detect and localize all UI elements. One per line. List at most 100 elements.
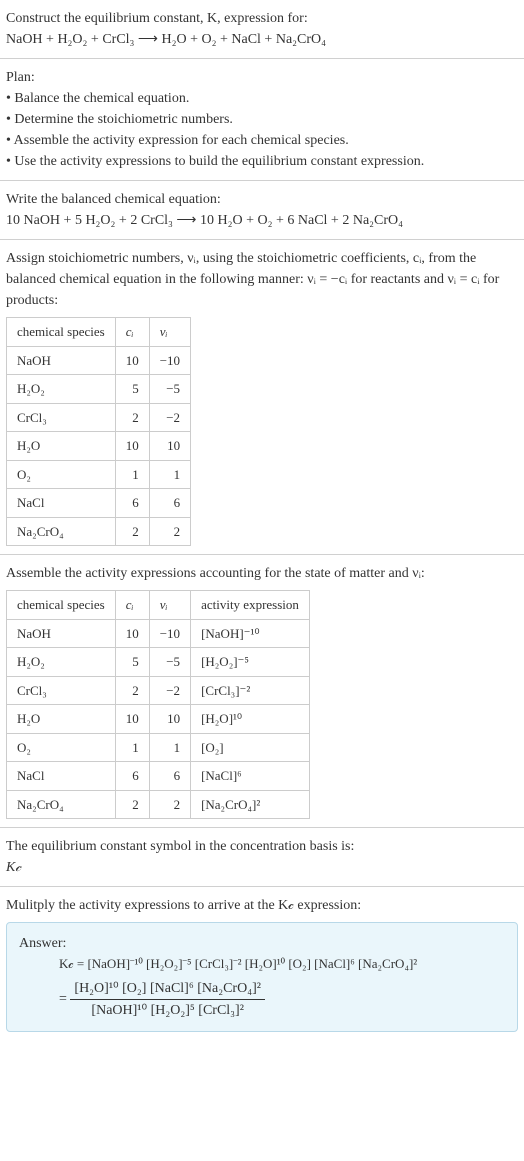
cell-ci: 5 xyxy=(115,375,149,404)
cell-species: Na₂CrO₄ xyxy=(7,790,116,819)
answer-label: Answer: xyxy=(19,933,505,954)
table-row: H₂O1010[H₂O]¹⁰ xyxy=(7,705,310,734)
cell-ci: 10 xyxy=(115,346,149,375)
answer-flat-expr: K𝒸 = [NaOH]⁻¹⁰ [H₂O₂]⁻⁵ [CrCl₃]⁻² [H₂O]¹… xyxy=(59,954,505,974)
cell-vi: 1 xyxy=(149,460,190,489)
stoich-para: Assign stoichiometric numbers, νᵢ, using… xyxy=(6,248,518,311)
table-row: NaCl66[NaCl]⁶ xyxy=(7,762,310,791)
cell-ci: 2 xyxy=(115,517,149,546)
th-vi: νᵢ xyxy=(149,591,190,620)
cell-activity: [Na₂CrO₄]² xyxy=(191,790,310,819)
cell-vi: −2 xyxy=(149,676,190,705)
cell-species: O₂ xyxy=(7,733,116,762)
table-row: O₂11 xyxy=(7,460,191,489)
th-activity: activity expression xyxy=(191,591,310,620)
cell-activity: [NaOH]⁻¹⁰ xyxy=(191,619,310,648)
table-row: H₂O₂5−5 xyxy=(7,375,191,404)
cell-activity: [CrCl₃]⁻² xyxy=(191,676,310,705)
cell-species: H₂O₂ xyxy=(7,648,116,677)
plan-item-2: • Assemble the activity expression for e… xyxy=(6,130,518,151)
eq-sign: = xyxy=(59,991,70,1006)
th-vi: νᵢ xyxy=(149,318,190,347)
assemble-text: Assemble the activity expressions accoun… xyxy=(6,563,518,584)
table-row: H₂O1010 xyxy=(7,432,191,461)
cell-vi: −5 xyxy=(149,375,190,404)
intro-section: Construct the equilibrium constant, K, e… xyxy=(0,0,524,59)
cell-ci: 6 xyxy=(115,762,149,791)
answer-frac-line: = [H₂O]¹⁰ [O₂] [NaCl]⁶ [Na₂CrO₄]² [NaOH]… xyxy=(59,978,505,1021)
cell-activity: [NaCl]⁶ xyxy=(191,762,310,791)
cell-ci: 6 xyxy=(115,489,149,518)
cell-vi: 6 xyxy=(149,762,190,791)
table-row: CrCl₃2−2 xyxy=(7,403,191,432)
table-row: Na₂CrO₄22[Na₂CrO₄]² xyxy=(7,790,310,819)
table-header-row: chemical species cᵢ νᵢ activity expressi… xyxy=(7,591,310,620)
cell-ci: 1 xyxy=(115,733,149,762)
stoich-section: Assign stoichiometric numbers, νᵢ, using… xyxy=(0,240,524,555)
plan-section: Plan: • Balance the chemical equation. •… xyxy=(0,59,524,181)
cell-species: H₂O xyxy=(7,705,116,734)
intro-line1: Construct the equilibrium constant, K, e… xyxy=(6,8,518,29)
cell-species: NaOH xyxy=(7,346,116,375)
cell-species: O₂ xyxy=(7,460,116,489)
activity-section: Assemble the activity expressions accoun… xyxy=(0,555,524,828)
plan-heading: Plan: xyxy=(6,67,518,88)
plan-item-3: • Use the activity expressions to build … xyxy=(6,151,518,172)
balanced-heading: Write the balanced chemical equation: xyxy=(6,189,518,210)
cell-vi: 10 xyxy=(149,705,190,734)
balanced-eq: 10 NaOH + 5 H₂O₂ + 2 CrCl₃ ⟶ 10 H₂O + O₂… xyxy=(6,210,518,231)
th-ci: cᵢ xyxy=(115,318,149,347)
th-ci: cᵢ xyxy=(115,591,149,620)
cell-vi: 10 xyxy=(149,432,190,461)
cell-species: CrCl₃ xyxy=(7,403,116,432)
symbol-section: The equilibrium constant symbol in the c… xyxy=(0,828,524,887)
frac-denominator: [NaOH]¹⁰ [H₂O₂]⁵ [CrCl₃]² xyxy=(70,1000,265,1021)
table-row: CrCl₃2−2[CrCl₃]⁻² xyxy=(7,676,310,705)
table-row: H₂O₂5−5[H₂O₂]⁻⁵ xyxy=(7,648,310,677)
cell-ci: 10 xyxy=(115,432,149,461)
cell-species: H₂O₂ xyxy=(7,375,116,404)
symbol-line1: The equilibrium constant symbol in the c… xyxy=(6,836,518,857)
cell-vi: 2 xyxy=(149,790,190,819)
table-row: NaOH10−10 xyxy=(7,346,191,375)
cell-ci: 1 xyxy=(115,460,149,489)
cell-activity: [O₂] xyxy=(191,733,310,762)
answer-fraction: [H₂O]¹⁰ [O₂] [NaCl]⁶ [Na₂CrO₄]² [NaOH]¹⁰… xyxy=(70,978,265,1021)
answer-box: Answer: K𝒸 = [NaOH]⁻¹⁰ [H₂O₂]⁻⁵ [CrCl₃]⁻… xyxy=(6,922,518,1032)
table-row: O₂11[O₂] xyxy=(7,733,310,762)
symbol-kc: K𝒸 xyxy=(6,857,518,878)
cell-activity: [H₂O]¹⁰ xyxy=(191,705,310,734)
table-row: NaCl66 xyxy=(7,489,191,518)
table-row: NaOH10−10[NaOH]⁻¹⁰ xyxy=(7,619,310,648)
cell-ci: 2 xyxy=(115,403,149,432)
cell-ci: 2 xyxy=(115,790,149,819)
cell-species: NaCl xyxy=(7,489,116,518)
cell-vi: −5 xyxy=(149,648,190,677)
balanced-section: Write the balanced chemical equation: 10… xyxy=(0,181,524,240)
table-row: Na₂CrO₄22 xyxy=(7,517,191,546)
cell-activity: [H₂O₂]⁻⁵ xyxy=(191,648,310,677)
cell-ci: 2 xyxy=(115,676,149,705)
cell-vi: −10 xyxy=(149,619,190,648)
plan-item-0: • Balance the chemical equation. xyxy=(6,88,518,109)
plan-item-1: • Determine the stoichiometric numbers. xyxy=(6,109,518,130)
cell-ci: 10 xyxy=(115,619,149,648)
activity-table: chemical species cᵢ νᵢ activity expressi… xyxy=(6,590,310,819)
multiply-text: Mulitply the activity expressions to arr… xyxy=(6,895,518,916)
cell-vi: 1 xyxy=(149,733,190,762)
cell-species: H₂O xyxy=(7,432,116,461)
answer-section: Mulitply the activity expressions to arr… xyxy=(0,887,524,1040)
cell-species: NaCl xyxy=(7,762,116,791)
intro-unbalanced-eq: NaOH + H₂O₂ + CrCl₃ ⟶ H₂O + O₂ + NaCl + … xyxy=(6,29,518,50)
cell-species: NaOH xyxy=(7,619,116,648)
th-species: chemical species xyxy=(7,591,116,620)
cell-vi: −10 xyxy=(149,346,190,375)
cell-species: Na₂CrO₄ xyxy=(7,517,116,546)
frac-numerator: [H₂O]¹⁰ [O₂] [NaCl]⁶ [Na₂CrO₄]² xyxy=(70,978,265,1000)
cell-vi: −2 xyxy=(149,403,190,432)
stoich-table: chemical species cᵢ νᵢ NaOH10−10 H₂O₂5−5… xyxy=(6,317,191,546)
cell-vi: 6 xyxy=(149,489,190,518)
th-species: chemical species xyxy=(7,318,116,347)
cell-ci: 5 xyxy=(115,648,149,677)
table-header-row: chemical species cᵢ νᵢ xyxy=(7,318,191,347)
